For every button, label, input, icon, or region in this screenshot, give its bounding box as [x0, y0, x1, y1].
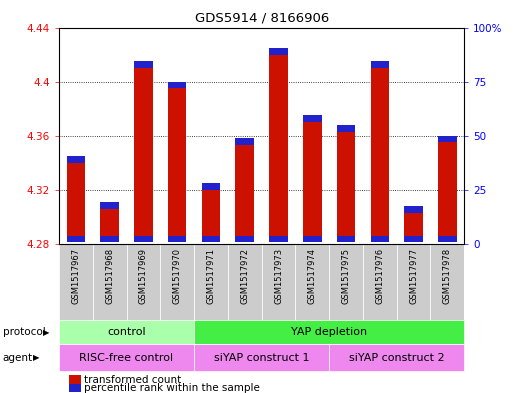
Bar [101, 202, 119, 209]
Text: RISC-free control: RISC-free control [80, 353, 173, 363]
Bar [363, 244, 397, 322]
Text: ▶: ▶ [43, 328, 49, 336]
Bar [194, 344, 329, 371]
Bar [404, 206, 423, 242]
Bar [430, 244, 464, 322]
Bar [202, 235, 220, 242]
Bar [134, 61, 153, 242]
Bar [67, 156, 85, 163]
Bar [303, 115, 322, 122]
Bar [329, 244, 363, 322]
Text: GSM1517975: GSM1517975 [342, 248, 350, 303]
Text: percentile rank within the sample: percentile rank within the sample [84, 383, 260, 393]
Text: GSM1517971: GSM1517971 [206, 248, 215, 303]
Bar [101, 235, 119, 242]
Text: GSM1517973: GSM1517973 [274, 248, 283, 304]
Text: transformed count: transformed count [84, 375, 181, 385]
Bar [59, 320, 194, 344]
Bar [370, 235, 389, 242]
Bar [337, 125, 356, 132]
Bar [168, 235, 187, 242]
Bar [67, 235, 85, 242]
Text: GSM1517976: GSM1517976 [376, 248, 384, 304]
Bar [160, 244, 194, 322]
Text: GSM1517977: GSM1517977 [409, 248, 418, 304]
Bar [168, 81, 187, 242]
Bar [262, 244, 295, 322]
Bar [370, 61, 389, 68]
Text: GSM1517972: GSM1517972 [240, 248, 249, 303]
Bar [127, 244, 160, 322]
Text: agent: agent [3, 353, 33, 363]
Text: siYAP construct 1: siYAP construct 1 [214, 353, 309, 363]
Bar [269, 235, 288, 242]
Bar [303, 235, 322, 242]
Bar [438, 136, 457, 142]
Bar [168, 81, 187, 88]
Text: GSM1517968: GSM1517968 [105, 248, 114, 304]
Bar [59, 344, 194, 371]
Text: siYAP construct 2: siYAP construct 2 [349, 353, 445, 363]
Bar [370, 61, 389, 242]
Bar [438, 235, 457, 242]
Bar [269, 48, 288, 242]
Bar [269, 48, 288, 55]
Bar [438, 136, 457, 242]
Bar [59, 244, 93, 322]
Bar [93, 244, 127, 322]
Text: GSM1517970: GSM1517970 [173, 248, 182, 303]
Bar [235, 235, 254, 242]
Text: control: control [107, 327, 146, 337]
Text: GSM1517969: GSM1517969 [139, 248, 148, 303]
Bar [202, 183, 220, 189]
Bar [303, 115, 322, 242]
Bar [194, 320, 464, 344]
Bar [337, 235, 356, 242]
Bar [337, 125, 356, 242]
Title: GDS5914 / 8166906: GDS5914 / 8166906 [194, 12, 329, 25]
Bar [194, 244, 228, 322]
Bar [397, 244, 430, 322]
Bar [134, 61, 153, 68]
Bar [295, 244, 329, 322]
Bar [101, 202, 119, 242]
Bar [202, 183, 220, 242]
Bar [329, 344, 464, 371]
Bar [67, 156, 85, 242]
Text: GSM1517974: GSM1517974 [308, 248, 317, 303]
Bar [235, 138, 254, 242]
Bar [134, 235, 153, 242]
Bar [404, 235, 423, 242]
Bar [235, 138, 254, 145]
Bar [404, 206, 423, 213]
Bar [228, 244, 262, 322]
Text: protocol: protocol [3, 327, 45, 337]
Text: YAP depletion: YAP depletion [291, 327, 367, 337]
Text: GSM1517967: GSM1517967 [71, 248, 81, 304]
Text: GSM1517978: GSM1517978 [443, 248, 452, 304]
Text: ▶: ▶ [33, 353, 40, 362]
